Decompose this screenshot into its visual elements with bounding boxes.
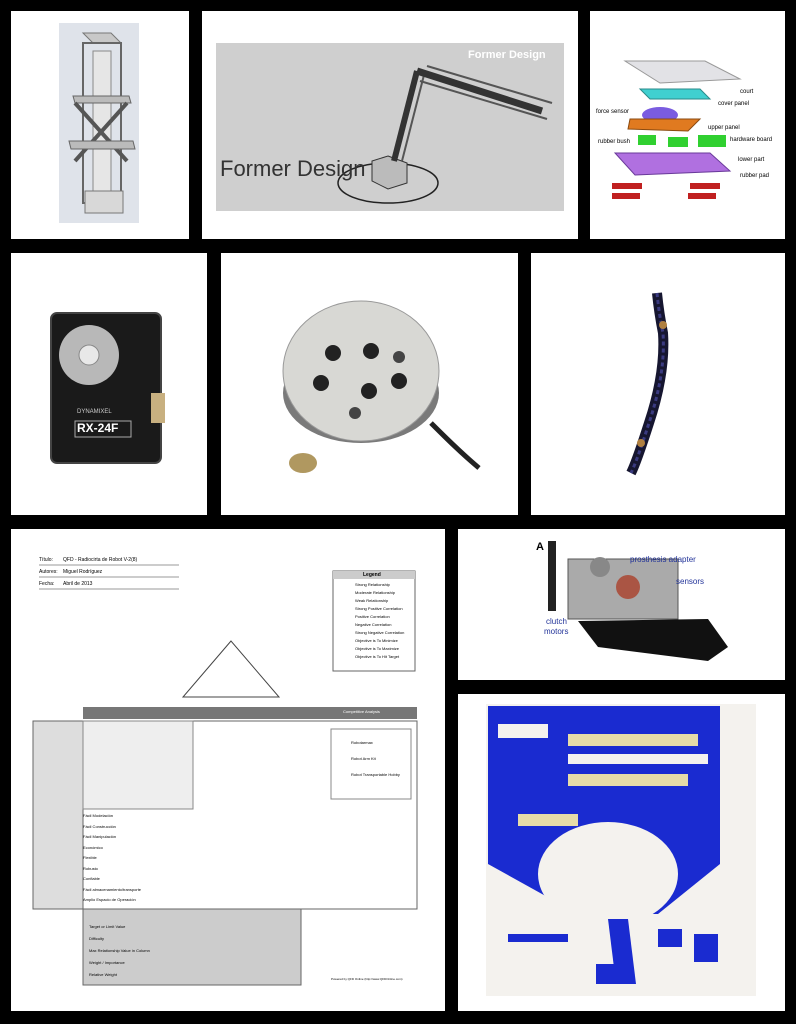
panel-laser-cut-parts (458, 694, 785, 1011)
qfd-legend-item: Negative Correlation (355, 622, 392, 627)
qfd-legend-item: Strong Relationship (355, 582, 390, 587)
qfd-legend-item: Objective is To Maximize (355, 646, 399, 651)
panel-qfd-house-of-quality: Título: QFD - Radiocirta de Robot V-2(8)… (11, 529, 445, 1011)
prosthesis-label-clutch: clutch (546, 617, 567, 626)
former-design-render (216, 43, 564, 211)
qfd-competitive-item: Robotarmax (351, 740, 373, 745)
exploded-label-upper-panel: upper panel (708, 125, 740, 131)
qfd-legend-item: Strong Positive Correlation (355, 606, 403, 611)
actuator-render (282, 300, 481, 473)
qfd-legend-item: Objective is To Hit Target (355, 654, 400, 659)
qfd-legend-item: Weak Relationship (355, 598, 389, 603)
exploded-label-rubber-pad: rubber pad (740, 173, 770, 179)
qfd-legend-item: Positive Correlation (355, 614, 390, 619)
qfd-requirement-row: Fácil Manipulación (83, 834, 117, 839)
exploded-label-rubber-bush: rubber bush (598, 139, 631, 145)
qfd-powered-by: Powered by QFD Online (http://www.QFDOnl… (331, 977, 403, 981)
panel-exploded-view: court cover panel force sensor upper pan… (590, 11, 785, 239)
qfd-requirement-row: Robusto (83, 865, 98, 871)
panel-actuator (221, 253, 518, 515)
former-design-label-large: Former Design (220, 156, 366, 181)
exploded-label-court: court (740, 89, 754, 95)
exploded-label-force-sensor: force sensor (596, 109, 630, 115)
qfd-requirement-row: Fácil almacenamiento/transporte (83, 886, 142, 892)
prosthesis-letter: A (536, 541, 544, 553)
panel-braided-cable (531, 253, 785, 515)
servo-model: RX-24F (77, 421, 119, 435)
qfd-requirement-row: Fácil Modelación (83, 813, 114, 818)
panel-cad-mechanism (11, 11, 189, 239)
panel-former-design: Former Design Former Design (202, 11, 578, 239)
panel-servo: DYNAMIXEL RX-24F (11, 253, 207, 515)
qfd-requirement-rows: Fácil Modelación Fácil Construcción Fáci… (83, 811, 141, 906)
cad-mechanism-render (59, 23, 139, 223)
qfd-requirement-row: Flexible (83, 855, 97, 860)
servo-brand: DYNAMIXEL (77, 409, 112, 415)
qfd-footer-row: Difficulty (89, 936, 105, 941)
qfd-requirement-row: Económico (83, 844, 103, 850)
qfd-header-date: Abril de 2013 (63, 581, 93, 587)
qfd-competitive-title: Competitive Analysis (343, 709, 380, 714)
qfd-legend-item: Objective is To Minimize (355, 638, 398, 643)
qfd-header-author-label: Autores: (39, 569, 58, 575)
qfd-header-author: Miguel Rodríguez (63, 569, 103, 575)
qfd-footer-row: Max Relationship Value in Column (89, 948, 150, 953)
qfd-footer-rows: Target or Limit Value Difficulty Max Rel… (89, 921, 150, 981)
qfd-competitive-legend: Robotarmax Robot Arm Kit Robot Transport… (351, 735, 400, 783)
qfd-requirement-row: Confiable (83, 876, 100, 881)
qfd-legend-list: Strong Relationship Moderate Relationshi… (355, 581, 404, 661)
former-design-label-small: Former Design (468, 49, 546, 61)
exploded-label-lower-part: lower part (738, 157, 765, 163)
qfd-footer-row: Target or Limit Value (89, 924, 126, 929)
servo-render (50, 312, 165, 464)
qfd-footer-row: Relative Weight (89, 972, 117, 977)
prosthesis-label-adapter: prosthesis adapter (630, 555, 696, 564)
prosthesis-label-sensors: sensors (676, 577, 705, 586)
exploded-view-render (612, 60, 742, 199)
prosthesis-label-motors: motors (544, 627, 569, 636)
qfd-requirement-row: Fácil Construcción (83, 823, 116, 829)
qfd-legend-item: Moderate Relationship (355, 590, 396, 595)
qfd-competitive-item: Robot Arm Kit (351, 756, 376, 761)
qfd-requirement-row: Amplio Espacio de Operación (83, 897, 136, 902)
exploded-label-cover-panel: cover panel (718, 101, 750, 107)
qfd-legend-item: Strong Negative Correlation (355, 630, 405, 635)
braided-cable-render (626, 292, 669, 476)
panel-prosthesis: A prosthesis adapter sensors clutch moto… (458, 529, 785, 680)
qfd-footer-row: Weight / Importance (89, 960, 125, 965)
qfd-legend-title: Legend (363, 572, 381, 578)
exploded-label-hardware-board: hardware board (730, 137, 773, 143)
qfd-header-title-label: Título: (39, 557, 53, 563)
laser-cut-parts-render (486, 704, 756, 996)
qfd-header-date-label: Fecha: (39, 581, 55, 587)
prosthesis-render (548, 541, 728, 661)
qfd-header-title: QFD - Radiocirta de Robot V-2(8) (63, 557, 138, 563)
qfd-competitive-item: Robot Transportable Hobby (351, 772, 400, 777)
qfd-diagram (32, 564, 418, 986)
